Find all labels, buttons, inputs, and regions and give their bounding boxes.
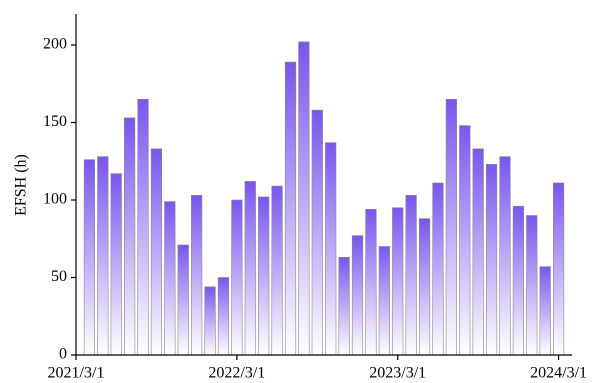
y-tick-label: 0 — [59, 346, 67, 363]
bar — [338, 257, 350, 356]
bar — [284, 61, 297, 356]
bar — [445, 98, 457, 356]
bar — [83, 159, 96, 356]
bar — [485, 164, 498, 356]
bar — [177, 244, 189, 356]
x-tick-label: 2022/3/1 — [208, 365, 265, 382]
bar — [392, 207, 404, 356]
bar — [271, 185, 283, 356]
bar — [325, 142, 337, 356]
bar — [258, 196, 270, 356]
bar — [110, 173, 122, 356]
y-tick-label: 150 — [43, 113, 67, 130]
bar — [552, 182, 565, 356]
bar — [244, 181, 256, 356]
bar — [137, 98, 149, 356]
y-axis-label: EFSH (h) — [13, 154, 30, 216]
bar — [432, 182, 444, 356]
bar — [191, 195, 203, 356]
bar — [472, 148, 484, 356]
bar — [405, 195, 417, 356]
bar — [217, 277, 230, 356]
x-tick-label: 2024/3/1 — [530, 365, 587, 382]
bar — [231, 199, 243, 356]
bar — [298, 41, 310, 356]
bar — [539, 266, 551, 356]
bar — [526, 215, 538, 356]
bar — [204, 286, 216, 356]
x-tick-label: 2023/3/1 — [369, 365, 426, 382]
bar — [459, 125, 471, 356]
bar — [97, 156, 109, 356]
bar — [418, 218, 431, 356]
bar — [499, 156, 511, 356]
bar — [365, 209, 377, 356]
bar — [124, 117, 136, 356]
y-tick-label: 50 — [51, 268, 67, 285]
bar — [512, 205, 524, 356]
bar — [378, 246, 390, 356]
y-tick-label: 100 — [43, 191, 67, 208]
bar — [351, 235, 364, 356]
bar — [311, 109, 323, 356]
bar — [164, 201, 176, 356]
bar — [150, 148, 163, 356]
y-tick-label: 200 — [43, 36, 67, 53]
x-tick-label: 2021/3/1 — [48, 365, 105, 382]
